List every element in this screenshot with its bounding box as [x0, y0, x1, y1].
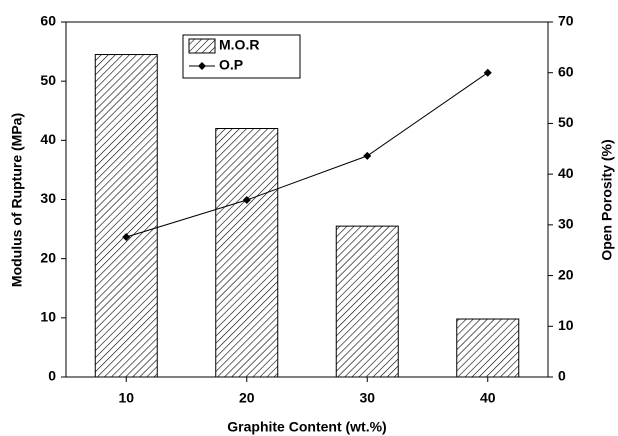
y-tick-label: 30: [40, 190, 56, 206]
y2-tick-label: 20: [558, 266, 574, 282]
y-tick-label: 20: [40, 249, 56, 265]
bar: [94, 54, 158, 378]
y2-axis-label: Open Porosity (%): [599, 139, 615, 260]
marker: [122, 233, 131, 242]
x-tick-label: 20: [239, 390, 255, 406]
y2-tick-label: 40: [558, 165, 574, 181]
marker: [483, 68, 492, 77]
y2-tick-label: 10: [558, 317, 574, 333]
y-tick-label: 0: [48, 368, 56, 384]
y2-tick-label: 30: [558, 216, 574, 232]
marker: [363, 151, 372, 160]
y-tick-label: 50: [40, 72, 56, 88]
x-axis-label: Graphite Content (wt.%): [227, 419, 386, 435]
legend-label: O.P: [219, 57, 243, 73]
y2-tick-label: 60: [558, 63, 574, 79]
y-tick-label: 10: [40, 309, 56, 325]
bar: [456, 318, 520, 378]
legend-marker: [198, 62, 206, 70]
line: [126, 72, 489, 238]
y2-tick-label: 70: [558, 13, 574, 29]
bar: [335, 225, 399, 378]
y-axis-label: Modulus of Rupture (MPa): [9, 113, 25, 287]
y2-tick-label: 0: [558, 368, 566, 384]
x-tick-label: 10: [118, 390, 134, 406]
y2-tick-label: 50: [558, 114, 574, 130]
x-tick-label: 30: [359, 390, 375, 406]
y-tick-label: 40: [40, 131, 56, 147]
x-tick-label: 40: [480, 390, 496, 406]
legend-label: M.O.R: [219, 37, 259, 53]
y-tick-label: 60: [40, 13, 56, 29]
plot-frame: [65, 21, 549, 378]
marker: [242, 196, 251, 205]
bar: [215, 128, 279, 378]
legend-swatch: [188, 38, 216, 54]
